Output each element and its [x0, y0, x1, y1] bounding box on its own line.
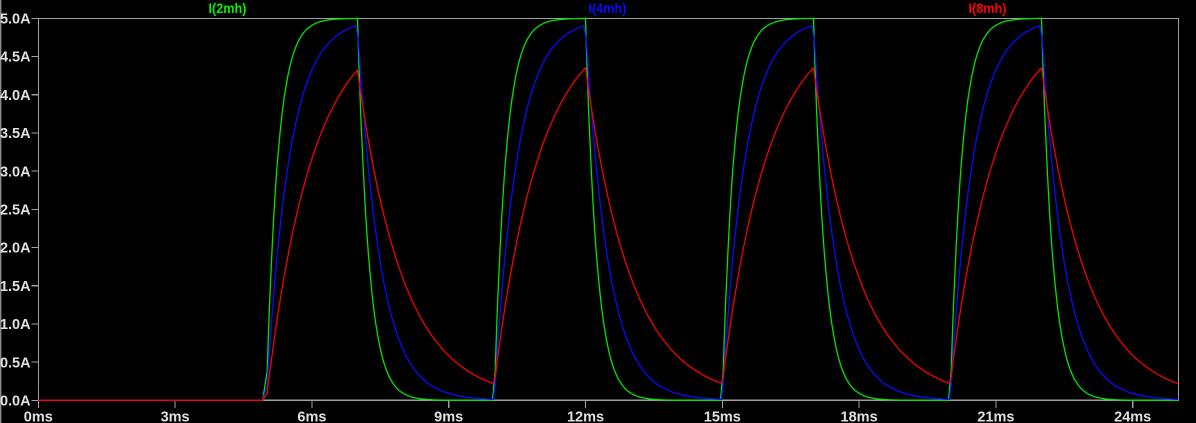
svg-text:6ms: 6ms [297, 410, 326, 423]
svg-text:12ms: 12ms [567, 410, 604, 423]
svg-text:I(4mh): I(4mh) [589, 0, 627, 16]
svg-text:0ms: 0ms [24, 410, 53, 423]
svg-text:2.5A: 2.5A [0, 203, 31, 219]
svg-text:3.5A: 3.5A [0, 126, 31, 142]
svg-text:3ms: 3ms [161, 410, 190, 423]
svg-text:1.5A: 1.5A [0, 279, 31, 295]
svg-text:1.0A: 1.0A [0, 317, 31, 333]
svg-text:0.5A: 0.5A [0, 355, 31, 371]
svg-text:2.0A: 2.0A [0, 241, 31, 257]
svg-text:0.0A: 0.0A [0, 394, 31, 410]
svg-text:4.5A: 4.5A [0, 50, 31, 66]
svg-text:15ms: 15ms [704, 410, 741, 423]
svg-text:9ms: 9ms [434, 410, 463, 423]
svg-text:18ms: 18ms [841, 410, 878, 423]
svg-text:I(8mh): I(8mh) [969, 0, 1007, 16]
svg-text:5.0A: 5.0A [0, 12, 31, 28]
svg-text:24ms: 24ms [1114, 410, 1151, 423]
svg-text:3.0A: 3.0A [0, 164, 31, 180]
svg-text:21ms: 21ms [977, 410, 1014, 423]
svg-text:I(2mh): I(2mh) [209, 0, 247, 16]
svg-text:4.0A: 4.0A [0, 88, 31, 104]
